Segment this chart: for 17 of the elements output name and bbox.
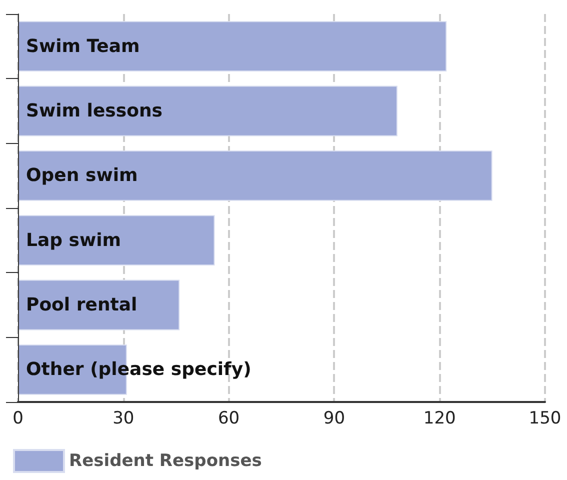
x-tick-label: 150 [528,408,562,428]
y-tick-label: Lap swim [26,230,122,251]
bar [18,86,398,136]
x-tick-label: 120 [423,408,456,428]
y-tick-label: Pool rental [26,294,138,316]
bar [18,21,447,72]
y-tick-label: Swim lessons [26,100,162,122]
legend-label: Resident Responses [69,451,262,471]
bar [18,215,215,266]
x-tick-label: 0 [12,408,24,428]
bar [18,150,492,201]
y-tick-label: Swim Team [26,36,140,57]
x-tick-label: 60 [218,408,240,428]
x-tick-label: 90 [323,408,346,428]
y-tick-label: Open swim [26,165,138,186]
y-tick-label: Other (please specify) [26,359,252,380]
x-tick-label: 30 [112,408,134,428]
